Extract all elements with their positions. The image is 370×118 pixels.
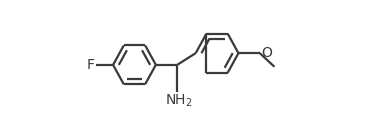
Text: O: O <box>261 46 272 60</box>
Text: F: F <box>87 58 95 72</box>
Text: NH$_2$: NH$_2$ <box>165 93 193 109</box>
